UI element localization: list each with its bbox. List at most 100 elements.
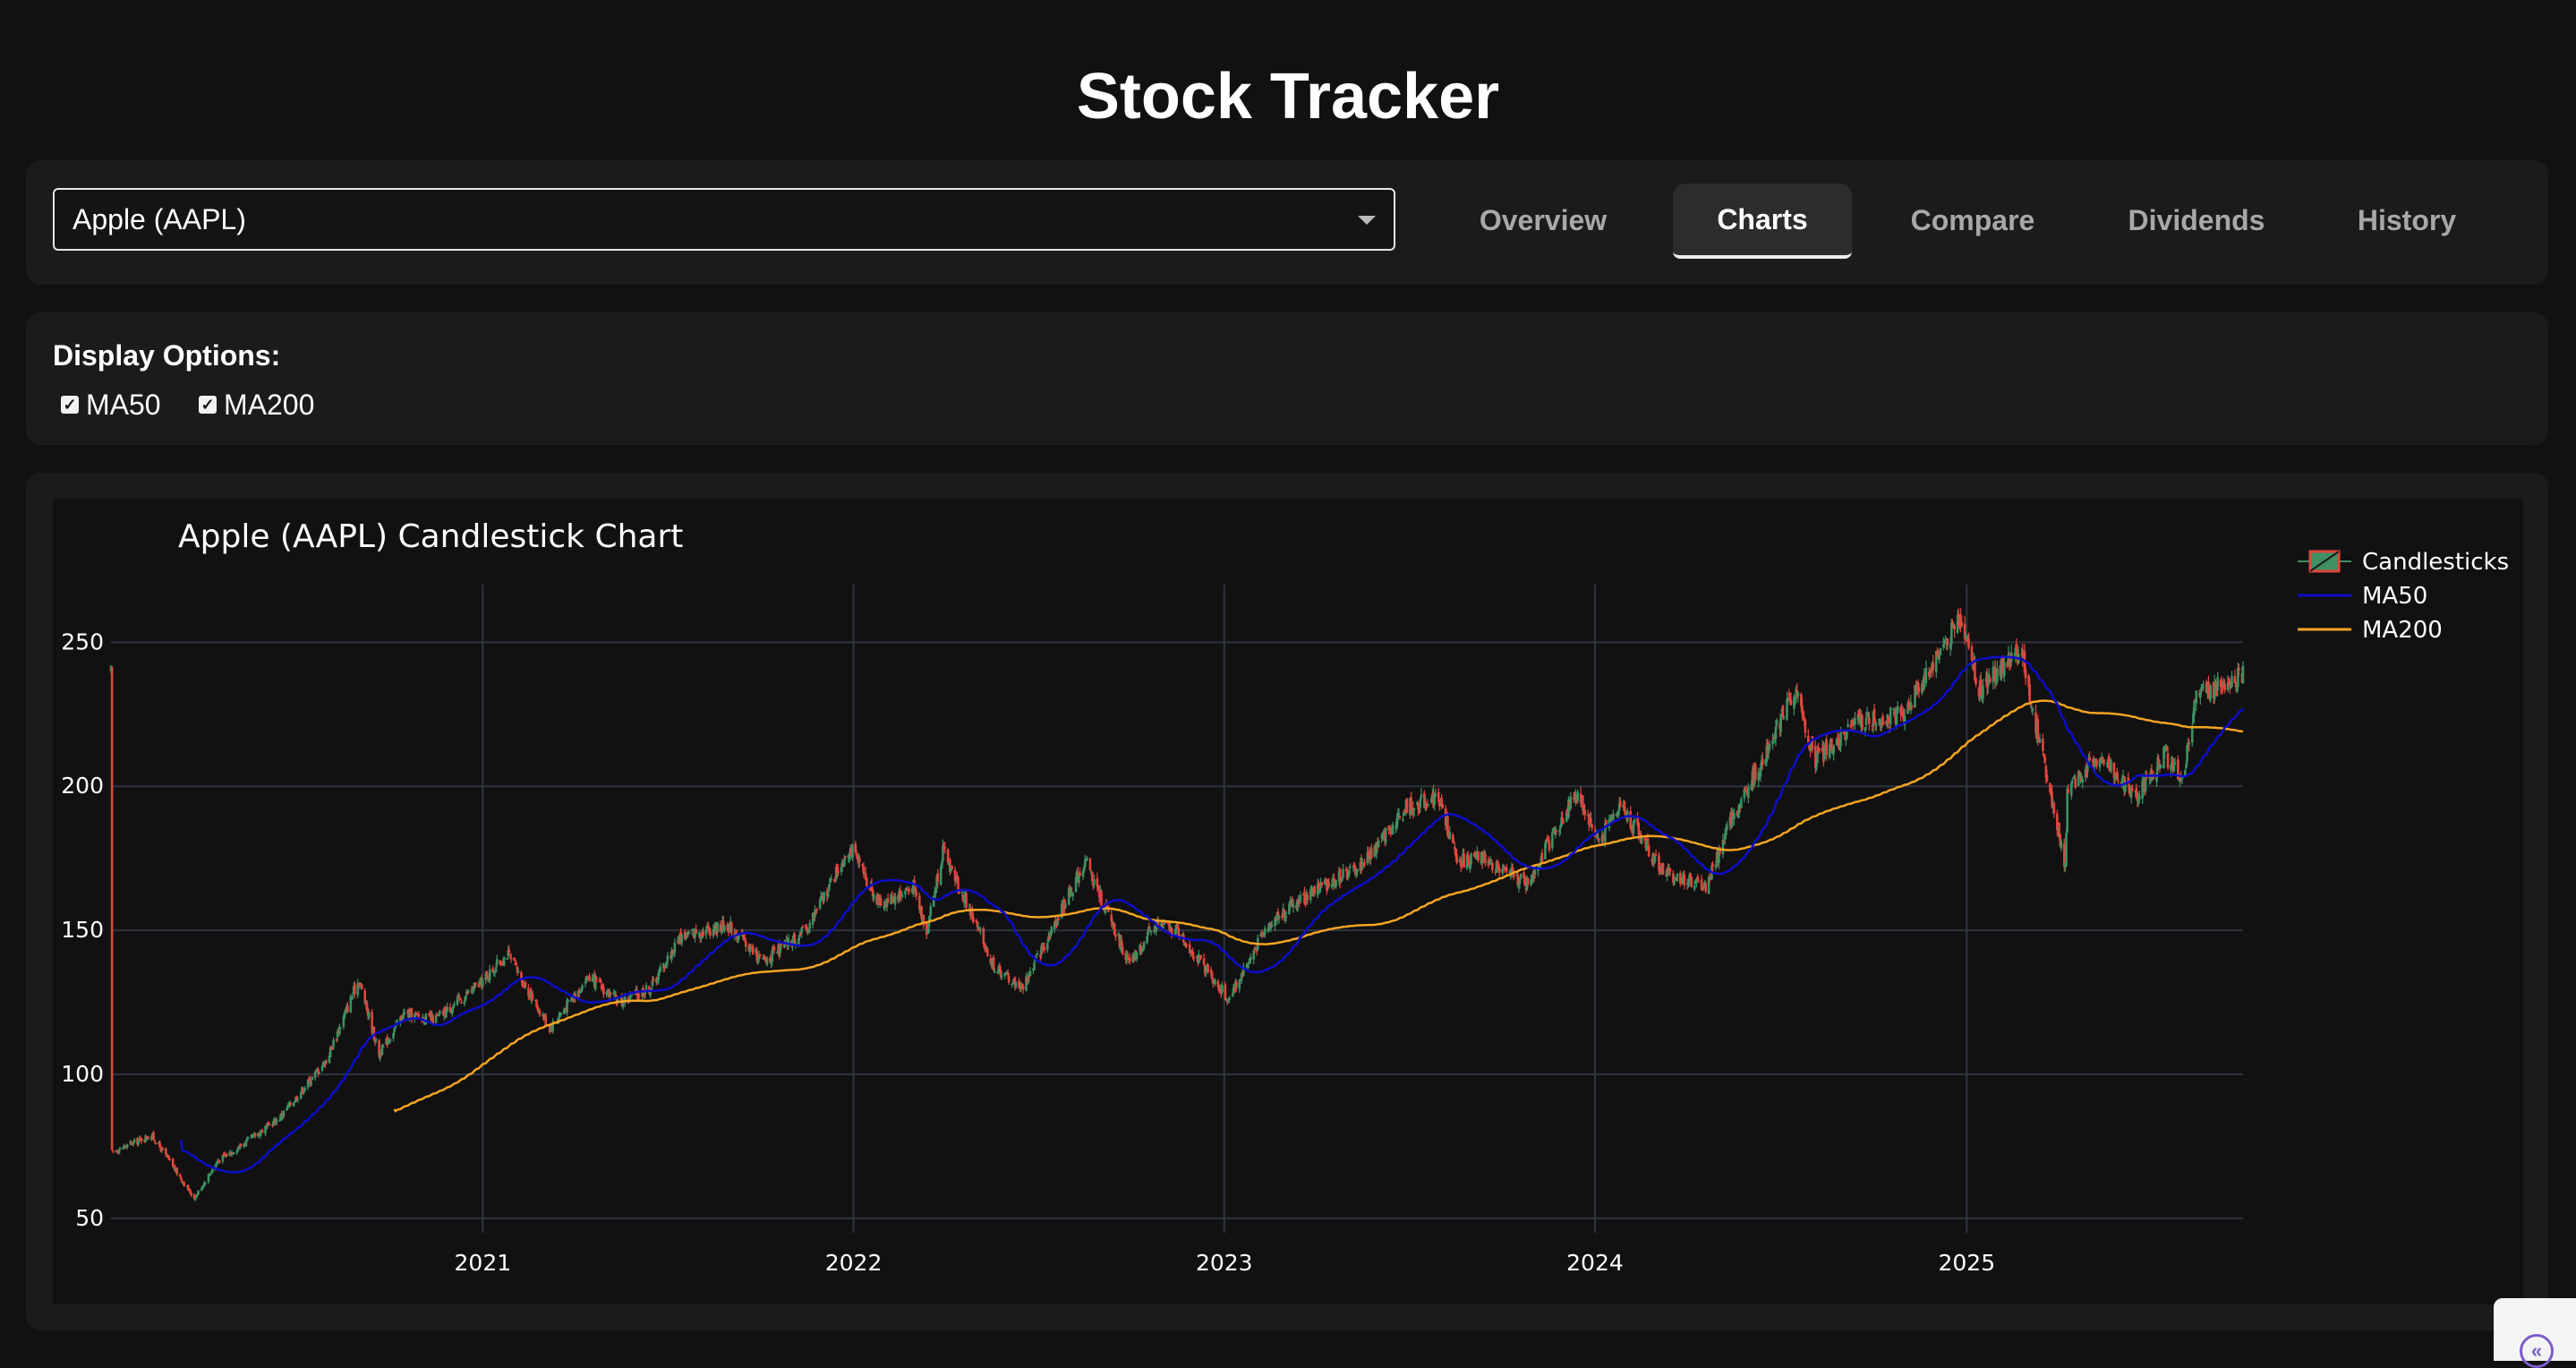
candle-body bbox=[217, 1159, 220, 1162]
candle-body bbox=[1451, 834, 1454, 843]
candle-body bbox=[1006, 972, 1010, 976]
candle-body bbox=[2227, 678, 2231, 684]
legend-candle-slash bbox=[2309, 551, 2340, 572]
candle-body bbox=[1539, 866, 1542, 868]
tab-dividends[interactable]: Dividends bbox=[2128, 204, 2265, 236]
candle-body bbox=[1744, 788, 1747, 791]
candle-body bbox=[929, 906, 933, 916]
stock-select[interactable]: Apple (AAPL) bbox=[53, 188, 1395, 251]
candle-body bbox=[171, 1159, 175, 1167]
candle-body bbox=[1162, 927, 1164, 928]
candle-body bbox=[1018, 980, 1020, 988]
collapse-button[interactable]: « bbox=[2494, 1298, 2576, 1368]
candle-body bbox=[486, 976, 490, 979]
candle-body bbox=[1523, 872, 1525, 879]
candle-body bbox=[610, 992, 612, 995]
candle-body bbox=[1034, 959, 1036, 962]
candle-body bbox=[807, 929, 810, 932]
candle-body bbox=[467, 990, 470, 993]
candle-body bbox=[2107, 756, 2111, 769]
candle-body bbox=[594, 977, 597, 990]
candle-body bbox=[434, 1015, 438, 1023]
candle-body bbox=[708, 927, 711, 932]
candle-body bbox=[1320, 882, 1324, 885]
candle-body bbox=[1658, 855, 1660, 871]
candle-body bbox=[722, 920, 725, 930]
candle-body bbox=[158, 1141, 161, 1148]
candle-body bbox=[1847, 724, 1849, 728]
candle-body bbox=[1654, 854, 1658, 856]
candle-body bbox=[811, 912, 815, 925]
candle-body bbox=[1275, 912, 1279, 921]
chevron-down-icon[interactable] bbox=[1358, 216, 1376, 225]
candle-body bbox=[1040, 945, 1043, 955]
checkmark-icon[interactable]: ✓ bbox=[199, 396, 217, 414]
candle-body bbox=[1207, 964, 1209, 972]
candle-body bbox=[1484, 853, 1487, 864]
candle-body bbox=[1303, 891, 1306, 904]
candle-body bbox=[1155, 924, 1158, 933]
candle-body bbox=[623, 996, 627, 1004]
candlestick-chart[interactable]: Apple (AAPL) Candlestick Chart 50 100 150 20… bbox=[53, 499, 2523, 1304]
candle-body bbox=[471, 990, 474, 992]
candle-body bbox=[772, 946, 776, 951]
candle-body bbox=[2152, 777, 2155, 779]
tab-history[interactable]: History bbox=[2357, 204, 2457, 236]
candle-body bbox=[567, 1000, 569, 1002]
candle-body bbox=[1100, 890, 1103, 906]
candle-body bbox=[1612, 813, 1615, 822]
candle-body bbox=[904, 890, 907, 895]
candle-body bbox=[1296, 901, 1299, 911]
tab-overview[interactable]: Overview bbox=[1479, 204, 1608, 236]
candle-body bbox=[153, 1140, 157, 1141]
candle-body bbox=[1161, 924, 1164, 928]
candle-body bbox=[349, 996, 353, 1013]
checkmark-icon[interactable]: ✓ bbox=[61, 396, 79, 414]
candle-body bbox=[798, 935, 801, 937]
candle-body bbox=[1412, 808, 1416, 810]
candle-body bbox=[168, 1159, 172, 1160]
candle-body bbox=[2044, 765, 2048, 778]
candle-body bbox=[1289, 901, 1292, 907]
candle-body bbox=[1027, 974, 1030, 983]
candle-body bbox=[588, 975, 591, 981]
candle-body bbox=[1048, 935, 1051, 940]
candle-body bbox=[920, 905, 923, 919]
candle-body bbox=[456, 996, 459, 1005]
candle-body bbox=[1743, 789, 1746, 799]
candle-body bbox=[393, 1029, 396, 1032]
page-title: Stock Tracker bbox=[1076, 61, 1500, 133]
chart-area[interactable]: Apple (AAPL) Candlestick Chart 50 100 150 20… bbox=[53, 499, 2523, 1304]
candle-body bbox=[1209, 970, 1213, 974]
candle-body bbox=[1795, 688, 1797, 697]
candle-body bbox=[137, 1140, 140, 1145]
candle-body bbox=[1011, 983, 1013, 986]
candle-body bbox=[826, 893, 830, 897]
candle-body bbox=[367, 1013, 371, 1018]
tab-charts[interactable]: Charts bbox=[1673, 184, 1852, 259]
candle-body bbox=[1020, 985, 1024, 988]
candle-body bbox=[1838, 739, 1840, 748]
candle-body bbox=[1003, 973, 1006, 977]
candle-body bbox=[1725, 829, 1727, 835]
ma50-checkbox[interactable]: ✓ MA50 bbox=[61, 389, 161, 421]
y-tick-label: 50 bbox=[75, 1205, 104, 1231]
candle-body bbox=[1395, 817, 1398, 829]
candle-body bbox=[1327, 882, 1330, 886]
candle-body bbox=[758, 954, 762, 956]
candle-body bbox=[1171, 933, 1174, 936]
ma200-checkbox[interactable]: ✓ MA200 bbox=[199, 389, 314, 421]
candle-body bbox=[1836, 737, 1839, 739]
candle-body bbox=[115, 1150, 119, 1153]
candle-body bbox=[138, 1137, 141, 1141]
tab-compare[interactable]: Compare bbox=[1910, 204, 2035, 236]
candle-body bbox=[2066, 789, 2068, 833]
candle-body bbox=[1887, 716, 1890, 723]
candle-body bbox=[1567, 799, 1570, 817]
candle-body bbox=[1714, 864, 1718, 868]
candle-body bbox=[1348, 869, 1351, 876]
candle-body bbox=[466, 992, 469, 995]
candle-body bbox=[147, 1137, 150, 1140]
candle-body bbox=[215, 1162, 218, 1166]
candle-body bbox=[1653, 855, 1657, 862]
